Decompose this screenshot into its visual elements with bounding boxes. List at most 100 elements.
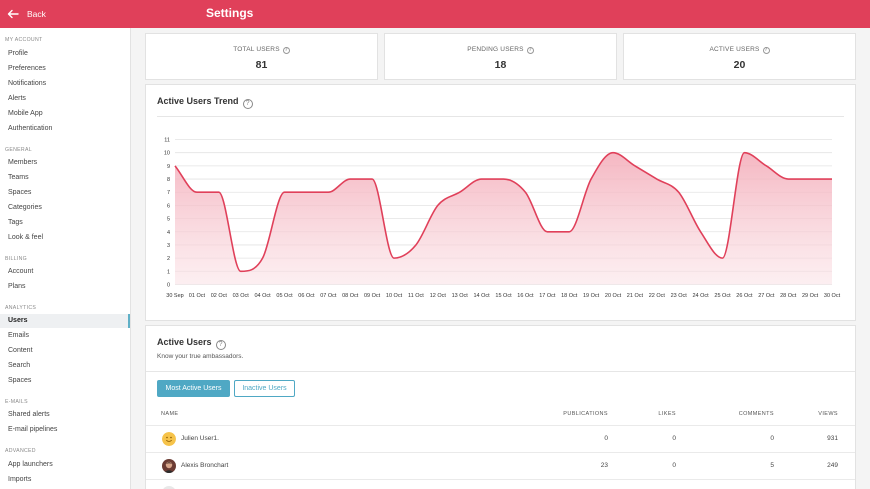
sidebar-item-imports[interactable]: Imports <box>8 476 32 483</box>
sidebar-item-content[interactable]: Content <box>8 347 33 354</box>
trend-chart: 0 1 2 3 4 5 6 7 8 9 10 11 30 Sep 01 Oct 02 Oct 03 Oct 04… <box>164 138 841 300</box>
y-tick-label: 6 <box>167 203 170 209</box>
stat-value: 20 <box>733 59 746 71</box>
x-tick-label: 01 Oct <box>189 293 206 299</box>
x-tick-label: 15 Oct <box>495 293 512 299</box>
sidebar-section-title: E-MAILS <box>5 399 28 405</box>
x-tick-label: 20 Oct <box>605 293 622 299</box>
sidebar-item-members[interactable]: Members <box>8 159 38 166</box>
avatar[interactable] <box>162 459 176 473</box>
trend-title-text: Active Users Trend <box>157 96 239 106</box>
sidebar-item-notifications[interactable]: Notifications <box>8 80 47 87</box>
stat-card-pending-users: PENDING USERS? 18 <box>384 33 617 80</box>
info-icon[interactable]: ? <box>282 47 290 54</box>
sidebar-item-profile[interactable]: Profile <box>8 50 28 57</box>
views-value: 249 <box>827 462 838 469</box>
x-tick-label: 04 Oct <box>254 293 271 299</box>
sidebar-item-teams[interactable]: Teams <box>8 174 29 181</box>
sidebar-item-preferences[interactable]: Preferences <box>8 65 46 72</box>
y-tick-label: 0 <box>167 283 170 289</box>
most-active-users-button[interactable]: Most Active Users <box>157 380 230 397</box>
help-icon[interactable]: ? <box>215 340 226 350</box>
y-tick-label: 8 <box>167 177 170 183</box>
avatar[interactable] <box>162 432 176 446</box>
stat-card-active-users: ACTIVE USERS? 20 <box>623 33 856 80</box>
y-tick-label: 1 <box>167 269 170 275</box>
sidebar-item-categories[interactable]: Categories <box>8 204 42 211</box>
avatar[interactable] <box>162 486 176 489</box>
sidebar-item-spaces[interactable]: Spaces <box>8 189 32 196</box>
comments-value: 0 <box>770 435 774 442</box>
stat-label-text: TOTAL USERS <box>233 46 280 53</box>
sidebar-item-app-launchers[interactable]: App launchers <box>8 461 53 468</box>
x-tick-label: 05 Oct <box>276 293 293 299</box>
sidebar-item-shared-alerts[interactable]: Shared alerts <box>8 411 50 418</box>
x-tick-label: 23 Oct <box>671 293 688 299</box>
x-tick-label: 30 Sep <box>166 293 183 299</box>
sidebar-item-authentication[interactable]: Authentication <box>8 125 53 132</box>
stat-value: 18 <box>494 59 507 71</box>
sidebar-item-account[interactable]: Account <box>8 268 34 275</box>
table-row[interactable]: Julien User1. 0 0 0 931 <box>146 425 855 452</box>
publications-value: 0 <box>604 435 608 442</box>
x-tick-label: 21 Oct <box>627 293 644 299</box>
likes-value: 0 <box>672 435 676 442</box>
sidebar-item-search[interactable]: Search <box>8 362 31 369</box>
inactive-users-button[interactable]: Inactive Users <box>234 380 295 397</box>
page-title: Settings <box>206 6 254 20</box>
x-tick-label: 27 Oct <box>758 293 775 299</box>
avatar-photo-icon <box>162 459 176 473</box>
x-tick-label: 19 Oct <box>583 293 600 299</box>
sidebar-item-alerts[interactable]: Alerts <box>8 95 26 102</box>
sidebar-item-plans[interactable]: Plans <box>8 283 26 290</box>
info-icon[interactable]: ? <box>526 47 534 54</box>
x-tick-label: 26 Oct <box>736 293 753 299</box>
stat-label: ACTIVE USERS? <box>624 46 855 54</box>
x-tick-label: 08 Oct <box>342 293 359 299</box>
sidebar-item-analytics-spaces[interactable]: Spaces <box>8 377 32 384</box>
help-icon[interactable]: ? <box>242 99 253 109</box>
stat-label: TOTAL USERS? <box>146 46 377 54</box>
sidebar-item-look-and-feel[interactable]: Look & feel <box>8 234 44 241</box>
user-name[interactable]: Alexis Bronchart <box>181 462 229 469</box>
comments-value: 5 <box>770 462 774 469</box>
stat-label: PENDING USERS? <box>385 46 616 54</box>
sidebar-item-emails[interactable]: Emails <box>8 332 30 339</box>
stat-value: 81 <box>255 59 268 71</box>
sidebar-item-tags[interactable]: Tags <box>8 219 23 226</box>
x-tick-label: 12 Oct <box>430 293 447 299</box>
active-users-title-text: Active Users <box>157 337 212 347</box>
y-tick-label: 11 <box>164 138 170 144</box>
back-label: Back <box>27 9 46 19</box>
x-tick-label: 14 Oct <box>473 293 490 299</box>
x-tick-label: 28 Oct <box>780 293 797 299</box>
column-header-likes[interactable]: LIKES <box>658 411 676 417</box>
column-header-views[interactable]: VIEWS <box>818 411 838 417</box>
sidebar-item-mobile-app[interactable]: Mobile App <box>8 110 43 117</box>
top-bar: Back Settings <box>0 0 870 28</box>
x-tick-label: 06 Oct <box>298 293 315 299</box>
sidebar-section-title: BILLING <box>5 256 27 262</box>
avatar-smiley-icon <box>162 432 176 446</box>
x-tick-label: 07 Oct <box>320 293 337 299</box>
column-header-name[interactable]: NAME <box>161 411 179 417</box>
x-tick-label: 10 Oct <box>386 293 403 299</box>
active-users-subtitle: Know your true ambassadors. <box>157 353 244 360</box>
table-row[interactable]: Alexis Bronchart 23 0 5 249 <box>146 452 855 479</box>
avatar-photo-icon <box>162 486 176 489</box>
sidebar-item-users[interactable]: Users <box>0 314 130 328</box>
divider <box>157 116 844 117</box>
sidebar-item-email-pipelines[interactable]: E-mail pipelines <box>8 426 58 433</box>
column-header-comments[interactable]: COMMENTS <box>738 411 774 417</box>
x-tick-label: 11 Oct <box>408 293 424 299</box>
x-tick-label: 09 Oct <box>364 293 381 299</box>
info-icon[interactable]: ? <box>762 47 770 54</box>
x-tick-label: 24 Oct <box>692 293 709 299</box>
back-button[interactable]: Back <box>7 0 46 28</box>
settings-sidebar: MY ACCOUNT Profile Preferences Notificat… <box>0 28 131 489</box>
user-name[interactable]: Julien User1. <box>181 435 219 442</box>
x-tick-label: 29 Oct <box>802 293 819 299</box>
y-tick-label: 5 <box>167 217 170 223</box>
column-header-publications[interactable]: PUBLICATIONS <box>563 411 608 417</box>
table-row[interactable] <box>146 479 855 489</box>
